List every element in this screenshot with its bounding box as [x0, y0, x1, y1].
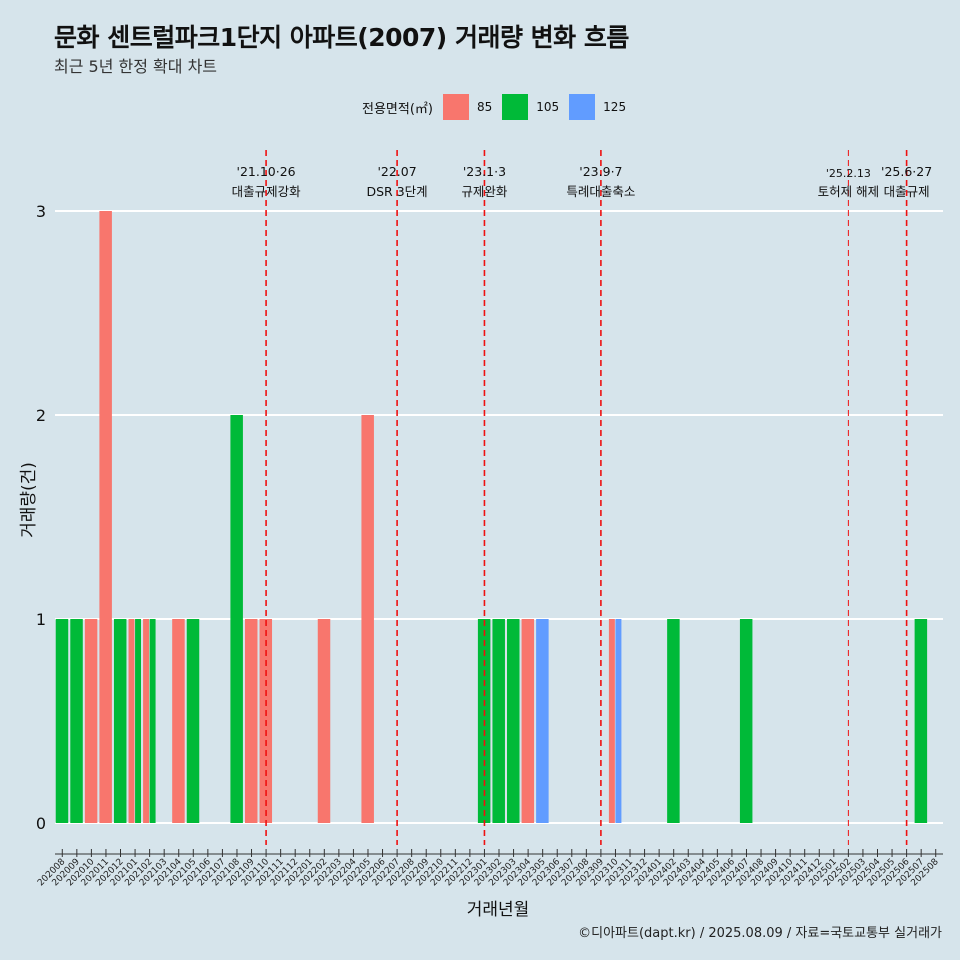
legend-swatch-85: [442, 94, 469, 120]
bar-105-202101: [135, 619, 142, 823]
annotation-label: DSR 3단계: [367, 184, 428, 199]
bar-85-202310: [608, 619, 615, 823]
annotation-label: 대출규제: [884, 184, 930, 199]
annotation-label: 특례대출축소: [566, 184, 635, 199]
source-caption: ©디아파트(dapt.kr) / 2025.08.09 / 자료=국토교통부 실…: [578, 926, 942, 941]
y-tick-label: 0: [36, 814, 46, 833]
annotation-label: 규제완화: [461, 184, 508, 199]
bar-85-202205: [361, 415, 374, 823]
bar-105-202407: [739, 619, 753, 823]
bar-85-202104: [172, 619, 185, 823]
bar-85-202109: [244, 619, 258, 823]
annotation-date: '25.2.13: [826, 167, 871, 180]
x-axis-title: 거래년월: [467, 900, 530, 920]
bar-125-202310: [615, 619, 622, 823]
y-axis-title: 거래량(건): [19, 462, 39, 538]
bar-105-202012: [113, 619, 127, 823]
bar-105-202302: [492, 619, 505, 823]
bar-105-202507: [914, 619, 928, 823]
y-tick-label: 3: [36, 202, 46, 221]
bar-125-202305: [536, 619, 549, 823]
legend-title: 전용면적(㎡): [362, 101, 433, 117]
bar-105-202303: [507, 619, 520, 823]
bar-105-202108: [230, 415, 243, 823]
bar-105-202105: [186, 619, 200, 823]
bar-85-202102: [143, 619, 150, 823]
bar-85-202010: [84, 619, 98, 823]
chart-title: 문화 센트럴파크1단지 아파트(2007) 거래량 변화 흐름: [54, 23, 629, 52]
legend-item-125: 125: [569, 94, 626, 120]
y-tick-label: 2: [36, 406, 46, 425]
annotation-date: '22.07: [377, 164, 416, 179]
bar-85-202202: [317, 619, 331, 823]
annotation-label: 대출규제강화: [232, 184, 302, 199]
bar-105-202402: [667, 619, 680, 823]
bar-85-202304: [521, 619, 535, 823]
legend: 전용면적(㎡) 85 105 125: [362, 94, 636, 120]
legend-item-85: 85: [442, 94, 493, 120]
bar-105-202008: [55, 619, 69, 823]
y-tick-label: 1: [36, 610, 46, 629]
bar-85-202101: [128, 619, 135, 823]
legend-label-125: 125: [603, 100, 627, 114]
chart-subtitle: 최근 5년 한정 확대 차트: [54, 57, 218, 76]
annotation-date: '23.1·3: [463, 164, 506, 179]
annotation-date: '21.10·26: [237, 164, 296, 179]
bar-105-202102: [149, 619, 156, 823]
legend-item-105: 105: [502, 94, 559, 120]
annotation-date: '25.6·27: [881, 164, 932, 179]
annotation-date: '23.9·7: [579, 164, 622, 179]
legend-swatch-125: [569, 94, 596, 120]
annotation-label: 토허제 해제: [818, 184, 879, 199]
bar-85-202011: [99, 211, 112, 823]
bar-105-202009: [70, 619, 83, 823]
legend-swatch-105: [502, 94, 529, 120]
legend-label-85: 85: [476, 100, 493, 114]
legend-label-105: 105: [536, 100, 560, 114]
